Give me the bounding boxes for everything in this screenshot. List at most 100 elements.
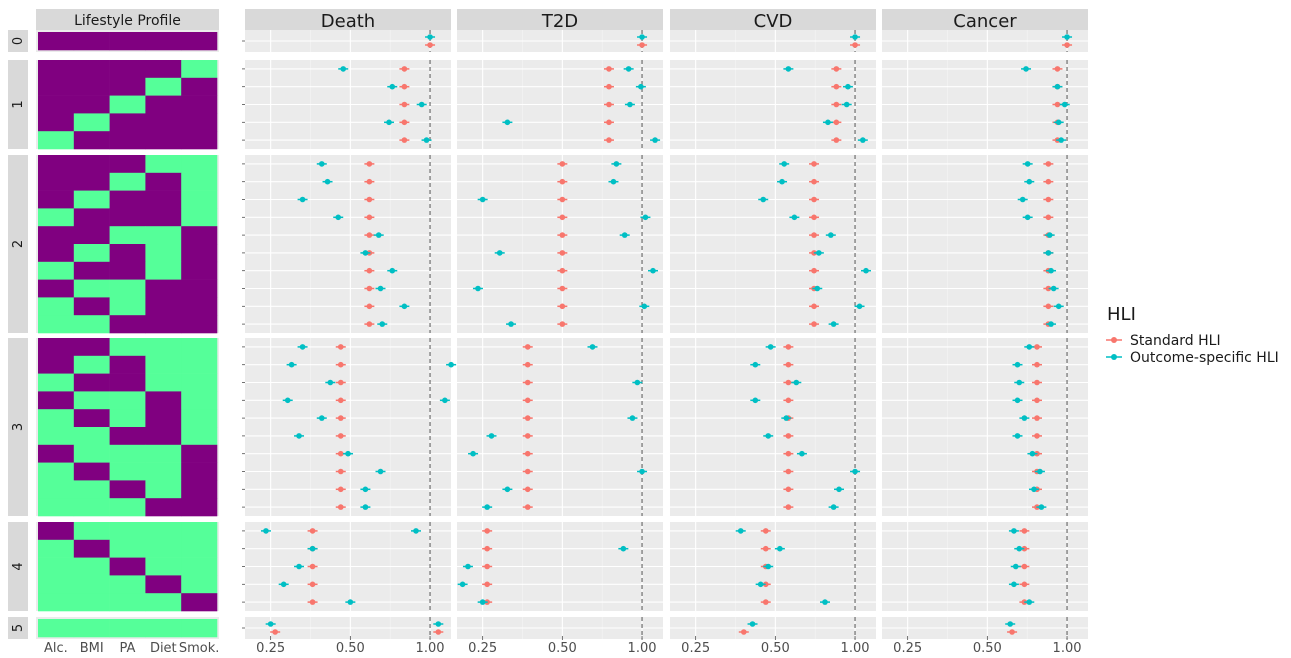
point-standard-hli [524,433,531,439]
profile-tile [38,60,75,79]
profile-tile [73,373,110,392]
profile-tile [38,522,75,541]
point-standard-hli [559,285,566,292]
point-standard-hli [366,267,373,274]
profile-tile [145,315,182,334]
point-outcome-specific-hli [856,303,863,310]
point-standard-hli [309,581,316,588]
point-standard-hli [524,397,531,404]
point-outcome-specific-hli [830,321,837,327]
profile-tile [73,619,110,638]
profile-tile [38,373,75,392]
profile-tile [145,208,182,227]
profile-tile [38,131,75,150]
point-standard-hli [811,321,817,327]
profile-tile [181,95,218,114]
point-outcome-specific-hli [752,397,759,404]
point-outcome-specific-hli [418,101,425,108]
point-outcome-specific-hli [284,397,291,404]
profile-tile [73,131,110,150]
point-standard-hli [366,161,373,167]
profile-tile [181,155,218,174]
point-outcome-specific-hli [642,214,649,221]
x-tick-label: 0.50 [548,641,577,656]
profile-tile [145,575,182,594]
point-standard-hli [401,101,408,108]
profile-tile [145,190,182,209]
profile-tile [145,498,182,517]
panel-strip [245,9,451,30]
profile-tile [73,557,110,576]
point-standard-hli [1034,415,1040,421]
profile-tile [38,409,75,428]
point-outcome-specific-hli [267,621,274,627]
point-outcome-specific-hli [1048,321,1054,327]
point-outcome-specific-hli [830,504,837,510]
point-standard-hli [559,321,566,327]
point-outcome-specific-hli [1064,34,1070,40]
profile-tile [145,355,182,374]
profile-tile [145,32,182,51]
profile-tile [181,131,218,150]
panel-background [245,338,451,516]
point-standard-hli [1009,629,1015,635]
point-outcome-specific-hli [362,486,369,493]
profile-tile [109,77,146,96]
profile-tile [73,95,110,114]
point-standard-hli [524,450,531,457]
profile-tile [181,338,218,357]
profile-tile [145,427,182,446]
point-outcome-specific-hli [435,621,442,627]
point-standard-hli [484,528,490,534]
point-standard-hli [337,504,344,510]
point-standard-hli [785,344,792,350]
row-group-label: 2 [11,240,26,248]
point-outcome-specific-hli [1011,528,1017,534]
point-outcome-specific-hli [1061,101,1068,108]
profile-tile [38,172,75,191]
point-standard-hli [811,214,817,221]
panel-strip [457,9,663,30]
point-standard-hli [1054,66,1061,72]
profile-tile [181,522,218,541]
legend-label-outcome-specific-hli: Outcome-specific HLI [1130,350,1279,366]
point-standard-hli [833,83,840,90]
panel-death: Death 0.25 0.50 1.00 [242,9,451,656]
profile-tile [109,279,146,298]
profile-tile [73,60,110,79]
profile-tile [109,226,146,245]
point-standard-hli [366,285,373,292]
point-standard-hli [524,468,531,475]
panel-cancer: Cancer 0.25 0.50 1.00 [882,9,1088,656]
profile-tile [38,113,75,132]
point-standard-hli [1045,285,1052,292]
profile-tile [145,131,182,150]
point-outcome-specific-hli [427,34,433,40]
point-standard-hli [401,119,408,126]
profile-tile [73,32,110,51]
point-standard-hli [337,379,344,386]
point-outcome-specific-hli [1014,397,1021,404]
profile-tile [38,539,75,558]
row-group-label: 5 [11,624,26,632]
point-standard-hli [762,528,769,534]
point-outcome-specific-hli [299,344,306,350]
point-standard-hli [785,468,792,475]
point-standard-hli [785,361,792,368]
point-outcome-specific-hli [781,161,787,167]
x-tick-label: 1.00 [416,641,445,656]
point-standard-hli [559,232,566,238]
point-standard-hli [524,415,531,421]
row-group-strip [8,60,28,149]
point-outcome-specific-hli [1046,232,1053,238]
point-standard-hli [762,599,769,605]
point-outcome-specific-hli [610,178,617,185]
profile-tile [109,427,146,446]
x-tick-label: 1.00 [1053,641,1082,656]
panel-title: Cancer [953,11,1017,32]
point-standard-hli [1034,361,1040,368]
profile-tile [73,77,110,96]
point-outcome-specific-hli [737,528,744,534]
point-outcome-specific-hli [767,344,774,350]
